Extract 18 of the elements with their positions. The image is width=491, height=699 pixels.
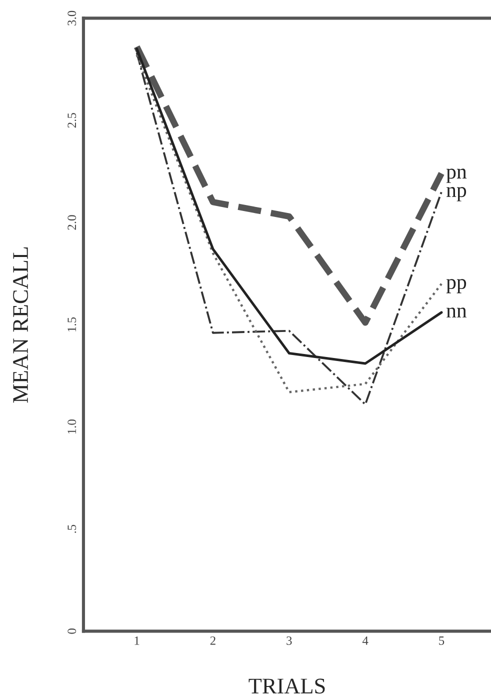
x-tick-label: 3 [286,636,292,645]
x-tick-label: 4 [362,636,368,645]
y-tick-label: 1.5 [68,317,76,332]
x-axis-title: TRIALS [248,678,325,694]
y-tick-label: 2.5 [68,113,76,128]
y-tick-label: 1.0 [68,420,76,434]
series-label: np [446,187,466,202]
x-tick-label: 5 [439,636,444,645]
y-tick-label: 3.0 [68,10,76,26]
y-tick-label: 0 [68,628,76,634]
series-label: pn [446,168,467,183]
y-tick-label: .5 [68,524,76,533]
series-label: nn [446,308,467,318]
x-tick-label: 1 [134,636,140,645]
y-tick-label: 2.0 [68,215,76,230]
y-axis-title: MEAN RECALL [13,247,28,403]
x-tick-label: 2 [210,636,216,645]
series-label: pp [446,279,466,294]
